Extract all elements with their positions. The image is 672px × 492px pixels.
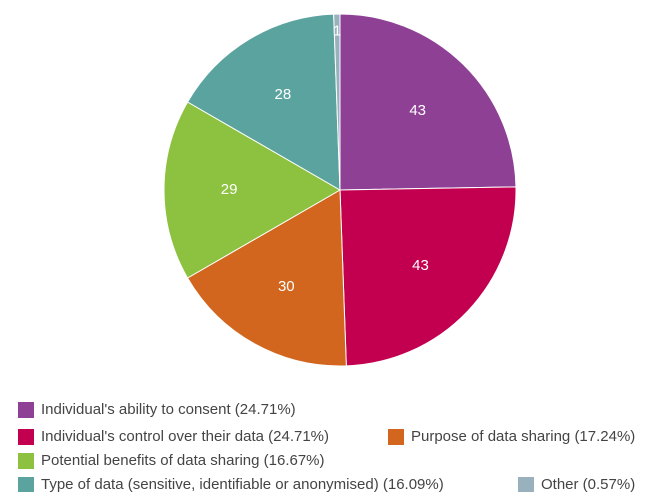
legend-label: Individual's control over their data (24… xyxy=(41,428,329,445)
pie-slice xyxy=(333,13,341,191)
pie-slice xyxy=(339,186,517,367)
legend-label: Potential benefits of data sharing (16.6… xyxy=(41,452,325,469)
legend-label: Purpose of data sharing (17.24%) xyxy=(411,428,635,445)
legend-label: Other (0.57%) xyxy=(541,476,635,492)
data-label: 43 xyxy=(412,257,429,274)
legend-swatch xyxy=(18,477,34,492)
legend-label: Type of data (sensitive, identifiable or… xyxy=(41,476,444,492)
data-label: 1 xyxy=(333,23,341,40)
pie-slice xyxy=(186,13,341,191)
legend-swatch xyxy=(18,429,34,445)
data-label: 43 xyxy=(409,102,426,119)
legend-swatch xyxy=(388,429,404,445)
pie-slice xyxy=(339,13,517,191)
pie-slice xyxy=(186,189,347,367)
legend-swatch xyxy=(18,402,34,418)
legend-swatch xyxy=(518,477,534,492)
pie-slice xyxy=(163,101,341,279)
data-label: 28 xyxy=(274,86,291,103)
legend-label: Individual's ability to consent (24.71%) xyxy=(41,401,296,418)
data-label: 29 xyxy=(221,181,238,198)
data-label: 30 xyxy=(278,278,295,295)
legend-swatch xyxy=(18,453,34,469)
